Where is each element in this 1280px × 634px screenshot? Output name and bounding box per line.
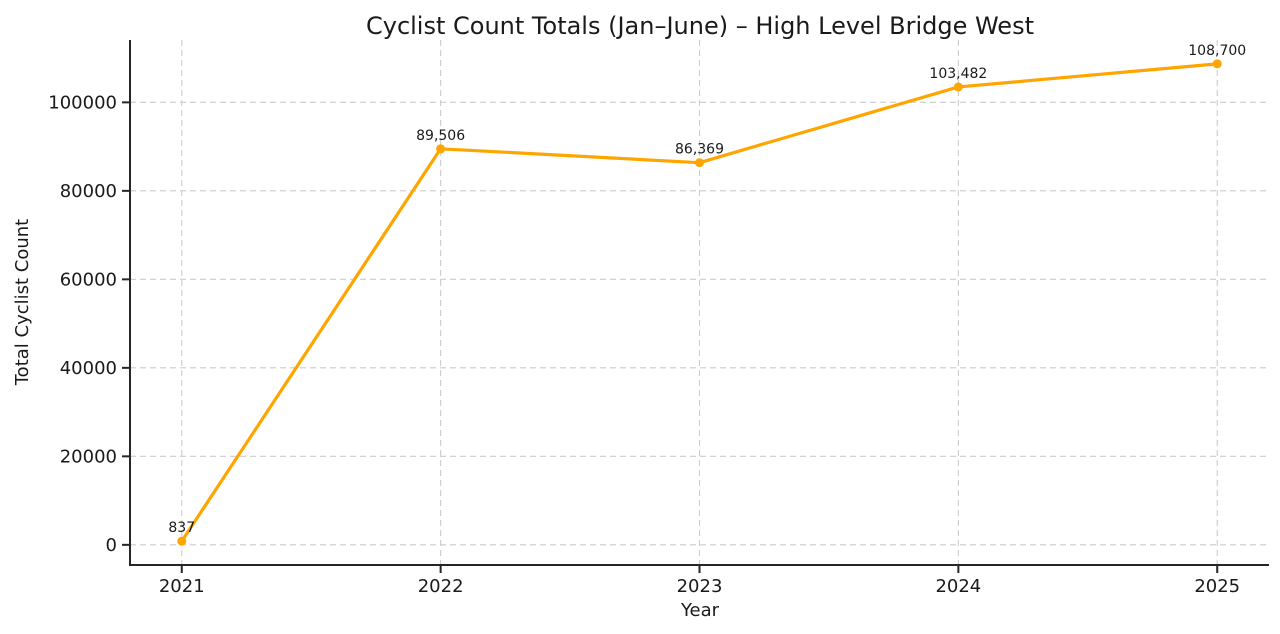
data-point-label: 837 — [168, 520, 195, 536]
x-axis-label: Year — [680, 600, 720, 621]
y-tick-label: 100000 — [48, 92, 117, 113]
data-point-marker — [1212, 59, 1222, 69]
x-tick-label: 2021 — [159, 576, 205, 597]
data-point-marker — [953, 82, 963, 92]
y-axis-label: Total Cyclist Count — [12, 219, 33, 387]
plot-area: 0 20000 40000 60000 80000 100000 2021 2022 2023 2… — [48, 40, 1269, 597]
x-tick-label: 2024 — [935, 576, 981, 597]
y-tick-label: 20000 — [60, 446, 117, 467]
data-point-marker — [177, 536, 187, 546]
x-tick-label: 2025 — [1194, 576, 1240, 597]
data-point-label: 86,369 — [675, 142, 724, 158]
y-tick-label: 60000 — [60, 269, 117, 290]
data-point-label: 103,482 — [929, 66, 987, 82]
data-point-marker — [436, 144, 446, 154]
data-point-label: 89,506 — [416, 128, 465, 144]
data-point-marker — [695, 158, 704, 168]
y-tick-label: 0 — [106, 535, 117, 556]
y-tick-label: 40000 — [60, 358, 117, 379]
data-point-label: 108,700 — [1188, 43, 1246, 59]
x-tick-label: 2022 — [418, 576, 464, 597]
x-tick-label: 2023 — [677, 576, 723, 597]
chart-title: Cyclist Count Totals (Jan–June) – High L… — [366, 12, 1034, 40]
y-tick-label: 80000 — [60, 181, 117, 202]
